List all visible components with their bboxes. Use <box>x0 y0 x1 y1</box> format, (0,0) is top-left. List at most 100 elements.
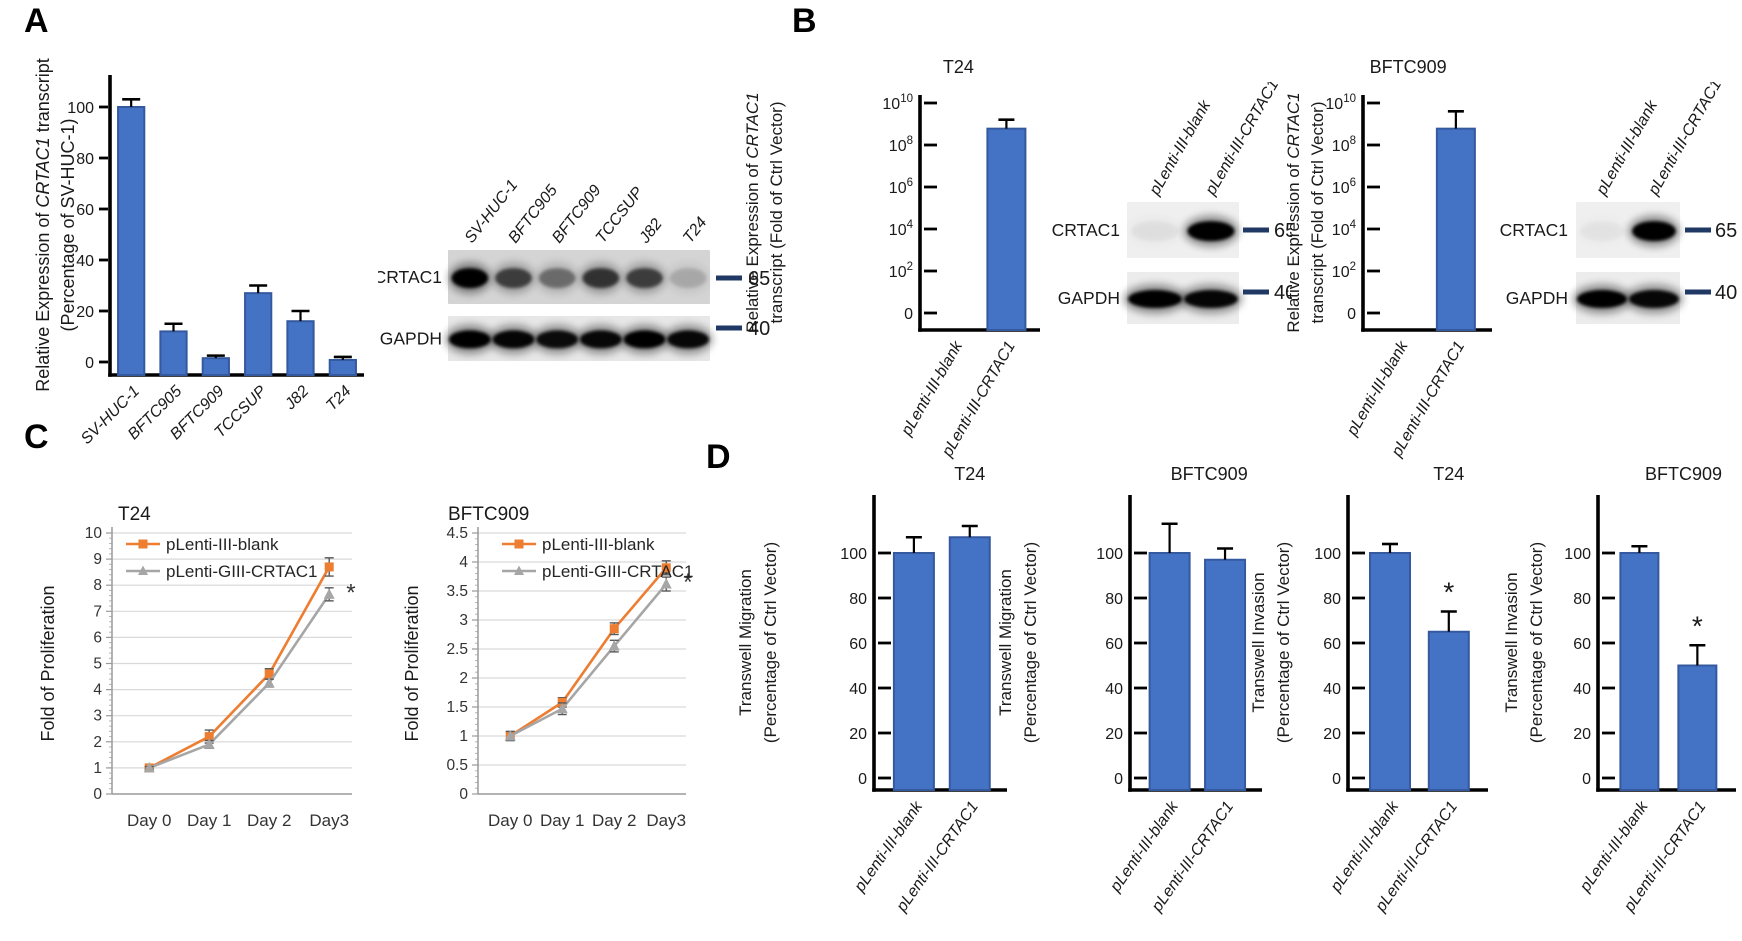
x-category-label: T24 <box>323 383 355 415</box>
protein-band <box>626 268 663 289</box>
bar-pLenti-III-CRTAC1 <box>1677 664 1718 791</box>
protein-band <box>623 330 666 349</box>
series-line-pLenti-GIII-CRTAC1 <box>148 593 331 770</box>
y-tick-label: 3 <box>459 612 468 629</box>
y-tick-label: 1010 <box>882 93 913 113</box>
protein-band <box>1580 221 1624 241</box>
significance-star: * <box>683 569 692 596</box>
protein-band <box>579 330 622 349</box>
lane-label: T24 <box>680 214 710 246</box>
blot-row-label: CRTAC1 <box>1052 220 1120 240</box>
y-tick-label: 0 <box>85 355 94 372</box>
legend-marker <box>138 565 148 575</box>
y-tick-label: 7 <box>93 603 102 620</box>
y-tick-label: 40 <box>1323 681 1341 698</box>
mw-marker-dash <box>1243 289 1269 295</box>
y-axis-label: Transwell Migration <box>996 569 1015 716</box>
bar-pLenti-III-CRTAC1 <box>1435 127 1476 331</box>
x-category-label: pLenti-III-blank <box>1343 338 1412 440</box>
chartD3-svg: Transwell Invasion (Percentage of Ctrl Ve… <box>1249 464 1488 916</box>
y-tick-label: 104 <box>889 219 914 239</box>
y-tick-label: 100 <box>67 100 94 117</box>
data-point <box>661 563 671 573</box>
legend-label: pLenti-GIII-CRTAC1 <box>166 562 317 581</box>
x-axis-label: Day 2 <box>247 811 291 830</box>
y-tick-label: 20 <box>849 726 867 743</box>
mw-marker-label: 40 <box>1274 282 1292 304</box>
y-tick-label: 80 <box>1105 591 1123 608</box>
panel-b-bftc909-western-blot: pLenti-III-blank pLenti-III-CRTAC1 CRTAC1 6… <box>1498 77 1742 357</box>
data-point <box>609 624 619 634</box>
y-tick-label: 1.5 <box>446 699 468 716</box>
y-tick-label: 0 <box>1114 771 1123 788</box>
y-tick-label: 4 <box>459 554 468 571</box>
bar-TCCSUP <box>244 292 273 376</box>
blot-row-label: GAPDH <box>380 329 442 349</box>
y-tick-label: 20 <box>76 304 94 321</box>
y-tick-label: 40 <box>76 253 94 270</box>
y-tick-label: 60 <box>849 636 867 653</box>
blot-row-label: CRTAC1 <box>378 267 442 287</box>
protein-band <box>1184 290 1238 309</box>
legend-marker <box>138 539 148 549</box>
chart-title: T24 <box>118 504 151 525</box>
legend-label: pLenti-III-blank <box>542 535 655 554</box>
bar-pLenti-III-blank <box>1148 552 1191 791</box>
y-tick-label: 6 <box>93 629 102 646</box>
y-tick-label: 60 <box>1105 636 1123 653</box>
mw-marker-dash <box>716 325 742 331</box>
y-tick-label: 10 <box>85 525 103 542</box>
panel-a-expression-bar-chart: Relative Expression of CRTAC1 transcript… <box>30 52 382 475</box>
mw-marker-label: 65 <box>748 268 770 290</box>
y-tick-label: 100 <box>1564 546 1591 563</box>
chartD4-svg: Transwell Invasion (Percentage of Ctrl Ve… <box>1502 464 1736 916</box>
y-tick-label: 3.5 <box>446 583 468 600</box>
y-axis-label: Fold of Proliferation <box>38 585 58 741</box>
protein-band <box>492 330 535 349</box>
x-axis-label: Day 1 <box>187 811 231 830</box>
y-tick-label: 0 <box>93 786 102 803</box>
y-tick-label: 0 <box>1332 771 1341 788</box>
chart-title: BFTC909 <box>1370 57 1447 77</box>
panel-d-bftc909-invasion-chart: Transwell Invasion (Percentage of Ctrl Ve… <box>1500 448 1740 940</box>
chart-title: BFTC909 <box>1171 464 1248 484</box>
chart-title: T24 <box>1433 464 1464 484</box>
y-tick-label: 20 <box>1105 726 1123 743</box>
panel-label-c: C <box>24 418 49 456</box>
chart-title: BFTC909 <box>1645 464 1722 484</box>
panel-b-t24-western-blot: pLenti-III-blank pLenti-III-CRTAC1 CRTAC1 6… <box>1032 77 1296 357</box>
y-axis-label: (Percentage of SV-HUC-1) <box>58 118 78 331</box>
protein-band <box>1577 290 1627 309</box>
chart-title: BFTC909 <box>448 504 529 525</box>
chartB1-svg: Relative Expression of CRTAC1 transcript … <box>743 57 1040 461</box>
chart-title: T24 <box>943 57 974 77</box>
y-axis-label: (Percentage of Ctrl Vector) <box>1021 542 1040 743</box>
y-axis-label: Transwell Invasion <box>1249 572 1268 712</box>
y-tick-label: 100 <box>1314 546 1341 563</box>
y-tick-label: 102 <box>1332 261 1356 281</box>
data-point <box>263 677 275 688</box>
protein-band <box>669 268 707 289</box>
series-line-pLenti-III-blank <box>509 566 668 738</box>
data-point <box>264 669 274 679</box>
y-tick-label: 104 <box>1332 219 1357 239</box>
y-tick-label: 108 <box>1332 135 1356 155</box>
y-tick-label: 40 <box>1573 681 1591 698</box>
y-axis-label: Relative Expression of CRTAC1 transcript <box>33 58 53 391</box>
protein-band <box>1131 221 1179 242</box>
x-axis-label: Day 0 <box>488 811 532 830</box>
y-tick-label: 0 <box>1582 771 1591 788</box>
mw-marker-dash <box>716 275 742 281</box>
significance-star: * <box>1443 577 1454 608</box>
panel-b-t24-qpcr-chart: Relative Expression of CRTAC1 transcript … <box>737 45 1055 465</box>
bar-pLenti-III-blank <box>892 552 935 791</box>
x-category-label: J82 <box>281 383 312 414</box>
y-tick-label: 5 <box>93 656 102 673</box>
panel-a-western-blot: SV-HUC-1 BFTC905 BFTC909 TCCSUP J82 T24 CRTAC1… <box>374 132 778 377</box>
panel-c-bftc909-proliferation-chart: BFTC909 Fold of Proliferation 0 0.5 1 1.5 2 2.5… <box>368 444 698 864</box>
chart-title: T24 <box>954 464 985 484</box>
panel-label-d: D <box>706 438 731 476</box>
blot-row-label: CRTAC1 <box>1500 220 1568 240</box>
